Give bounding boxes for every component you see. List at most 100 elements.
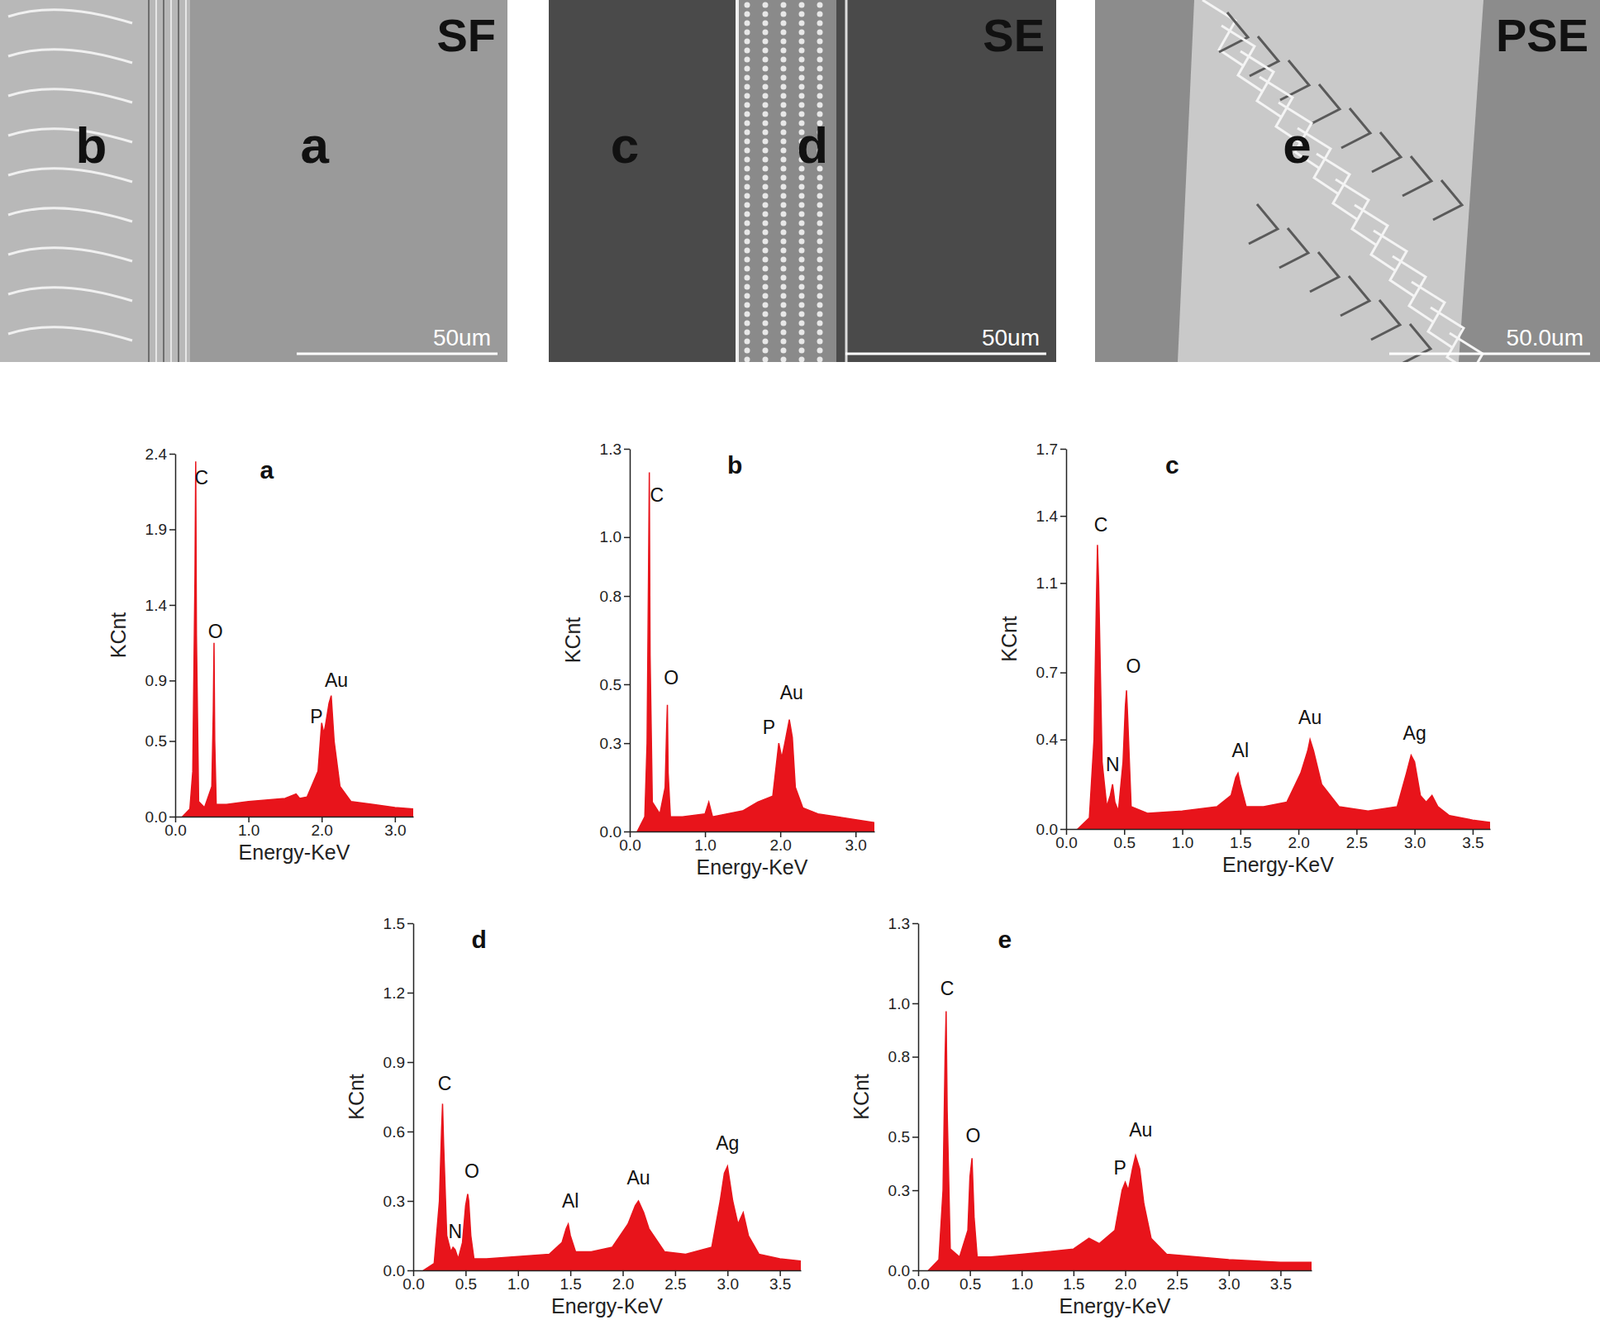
fiber-texture [780, 20, 787, 27]
tick-mark [912, 1136, 919, 1139]
fiber-texture [744, 284, 751, 291]
fiber-texture [762, 238, 769, 245]
tick: 0.4 [1036, 730, 1067, 748]
tick: 2.0 [1114, 1270, 1137, 1293]
tick-label: 0.0 [145, 808, 167, 826]
tick-label: 2.4 [145, 445, 168, 463]
fiber-texture [780, 329, 787, 336]
fracture-detail [1371, 132, 1401, 172]
x-axis: 0.00.51.01.52.02.53.03.5 [1055, 828, 1491, 852]
tick: 0.5 [455, 1270, 477, 1293]
fiber-texture [762, 47, 769, 54]
fiber-texture [799, 293, 805, 300]
axis-line [176, 816, 415, 819]
fiber-texture [799, 347, 805, 354]
fiber-texture [780, 211, 787, 218]
tick-mark [1060, 448, 1067, 451]
fiber-texture [780, 111, 787, 118]
fiber-texture [762, 193, 769, 200]
y-axis: 0.00.30.50.81.01.3 [888, 914, 920, 1280]
axis-line [413, 923, 415, 1272]
fiber-texture [762, 129, 769, 136]
fiber-ridge [8, 168, 133, 182]
scale-bar [296, 352, 498, 356]
fiber-texture [744, 329, 751, 336]
tick-mark [1060, 739, 1067, 742]
x-axis-title: Energy-KeV [696, 855, 809, 879]
tick-label: 1.0 [1171, 833, 1194, 852]
tick-mark [912, 1190, 919, 1192]
peak-label: Au [780, 681, 804, 704]
fiber-texture [762, 329, 769, 336]
fiber-ridge [8, 128, 133, 143]
fiber-texture [762, 57, 769, 63]
fiber-ridge [8, 208, 133, 222]
fiber-texture [744, 347, 751, 354]
fiber-texture [780, 93, 787, 100]
fiber-texture [817, 2, 824, 9]
panel-label: b [727, 451, 743, 479]
spectrum [423, 1103, 801, 1271]
tick-mark [623, 831, 630, 834]
fracture-detail [1240, 51, 1282, 118]
tick-label: 0.9 [383, 1053, 405, 1072]
y-axis: 0.00.30.60.91.21.5 [383, 914, 415, 1280]
fiber-texture [780, 102, 787, 109]
fiber-texture [780, 84, 787, 91]
fiber-texture [817, 11, 824, 18]
fiber-texture [799, 238, 805, 245]
fiber-texture [762, 102, 769, 109]
fiber-texture [780, 120, 787, 127]
fracture-detail [1392, 256, 1434, 323]
tick: 0.0 [1055, 828, 1077, 852]
tick-label: 0.0 [383, 1261, 405, 1280]
tick: 2.5 [1346, 828, 1368, 852]
fiber-texture [799, 220, 805, 227]
fiber-texture [780, 29, 787, 36]
sem-region-label: d [796, 116, 829, 174]
tick-mark [1060, 671, 1067, 674]
spectrum [182, 461, 414, 817]
sem-background [1095, 0, 1600, 362]
fiber-texture [762, 357, 769, 363]
scale-bar [845, 352, 1047, 356]
tick-label: 0.0 [907, 1275, 929, 1293]
tick: 0.0 [402, 1270, 424, 1293]
tick: 0.6 [383, 1123, 414, 1141]
tick-label: 2.5 [664, 1275, 686, 1293]
fiber-texture [817, 311, 824, 318]
plot-area [1077, 544, 1491, 829]
peak-label: P [1114, 1157, 1127, 1179]
tick: 2.0 [612, 1270, 634, 1293]
fiber-texture [780, 2, 787, 9]
tick: 0.0 [164, 816, 186, 839]
tick: 1.2 [383, 984, 414, 1002]
scale-bar [1389, 352, 1591, 356]
fiber-texture [799, 2, 805, 9]
tick: 2.5 [1166, 1270, 1188, 1293]
tick-label: 1.0 [600, 528, 622, 546]
fiber-texture [762, 147, 769, 154]
fiber-texture [780, 247, 787, 254]
fiber-texture [780, 320, 787, 327]
fiber-texture [744, 229, 751, 236]
fiber-texture [744, 238, 751, 245]
fiber-texture [744, 220, 751, 227]
tick-label: 0.5 [455, 1275, 477, 1293]
fracture-detail [1202, 0, 1244, 67]
tick-label: 0.0 [402, 1275, 424, 1293]
tick-mark [912, 1056, 919, 1058]
fiber-texture [780, 75, 787, 81]
figure: SFba50umSEcd50umPSEe50.0um0.00.50.91.41.… [0, 0, 1600, 1334]
tick: 2.0 [311, 816, 334, 839]
panel-label: d [471, 925, 487, 953]
tick-mark [407, 992, 414, 995]
sem-region-label: a [300, 116, 329, 174]
fiber-texture [817, 220, 824, 227]
sem-background [0, 0, 508, 362]
fiber-texture [762, 184, 769, 191]
sem-title: SF [436, 9, 496, 62]
axis-line [919, 1270, 1313, 1272]
panel-label: a [260, 456, 275, 484]
spectrum-chart: 0.00.50.91.41.92.40.01.02.03.0Energy-KeV… [106, 445, 415, 864]
